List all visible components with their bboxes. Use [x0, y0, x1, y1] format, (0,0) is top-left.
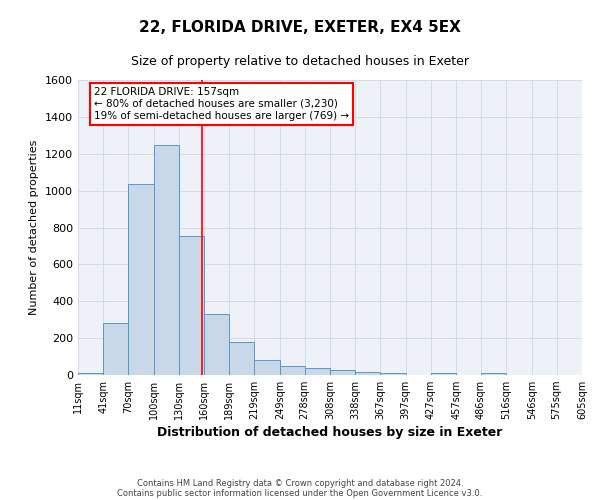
X-axis label: Distribution of detached houses by size in Exeter: Distribution of detached houses by size … [157, 426, 503, 440]
Text: Size of property relative to detached houses in Exeter: Size of property relative to detached ho… [131, 55, 469, 68]
Bar [355, 372, 380, 375]
Bar [205, 314, 229, 375]
Bar [103, 324, 128, 375]
Bar [179, 236, 205, 375]
Bar [380, 373, 406, 375]
Y-axis label: Number of detached properties: Number of detached properties [29, 140, 40, 315]
Bar [330, 370, 355, 375]
Text: 22 FLORIDA DRIVE: 157sqm
← 80% of detached houses are smaller (3,230)
19% of sem: 22 FLORIDA DRIVE: 157sqm ← 80% of detach… [94, 88, 349, 120]
Bar [128, 184, 154, 375]
Bar [254, 360, 280, 375]
Text: Contains public sector information licensed under the Open Government Licence v3: Contains public sector information licen… [118, 488, 482, 498]
Bar [280, 366, 305, 375]
Bar [78, 373, 103, 375]
Text: Contains HM Land Registry data © Crown copyright and database right 2024.: Contains HM Land Registry data © Crown c… [137, 478, 463, 488]
Text: 22, FLORIDA DRIVE, EXETER, EX4 5EX: 22, FLORIDA DRIVE, EXETER, EX4 5EX [139, 20, 461, 35]
Bar [305, 368, 330, 375]
Bar [229, 342, 254, 375]
Bar [481, 373, 506, 375]
Bar [431, 373, 457, 375]
Bar [154, 146, 179, 375]
